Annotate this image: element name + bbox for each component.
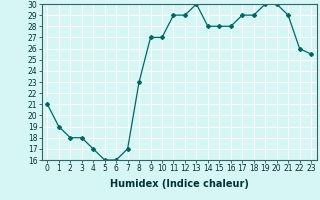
X-axis label: Humidex (Indice chaleur): Humidex (Indice chaleur) <box>110 179 249 189</box>
